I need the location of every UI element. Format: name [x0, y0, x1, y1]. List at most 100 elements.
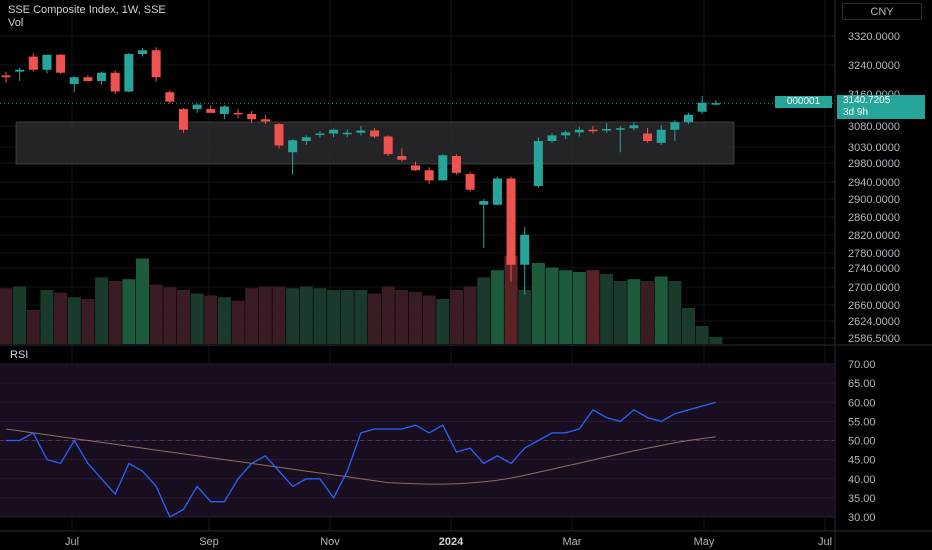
- price-tick-label: 2940.0000: [848, 177, 900, 189]
- price-tick-label: 2740.0000: [848, 263, 900, 275]
- time-tick-label: Jul: [818, 536, 832, 548]
- price-tick-label: 3030.0000: [848, 142, 900, 154]
- candle-body: [274, 124, 284, 146]
- rsi-ma-line: [5, 428, 716, 485]
- candle-body: [342, 132, 352, 135]
- volume-bar: [682, 308, 695, 344]
- volume-bar: [286, 288, 300, 344]
- rsi-tick-label: 40.00: [848, 474, 876, 486]
- candle-body: [643, 133, 653, 141]
- candle-body: [479, 201, 489, 205]
- volume-bar: [217, 297, 231, 344]
- volume-bar: [122, 279, 136, 344]
- price-tick-label: 2780.0000: [848, 248, 900, 260]
- rsi-tick-label: 55.00: [848, 416, 876, 428]
- candle-body: [219, 106, 229, 114]
- volume-bar: [190, 293, 204, 344]
- rsi-tick-label: 65.00: [848, 378, 876, 390]
- candle-body: [315, 133, 325, 135]
- candle-body: [465, 174, 475, 190]
- time-axis: Jul Sep Nov 2024 Mar May Jul: [65, 536, 832, 548]
- volume-bar: [327, 290, 341, 344]
- chart-title: SSE Composite Index, 1W, SSE: [8, 4, 166, 16]
- price-tick-label: 2660.0000: [848, 300, 900, 312]
- volume-bar: [504, 255, 518, 344]
- volume-bar: [81, 299, 95, 344]
- rsi-tick-label: 60.00: [848, 397, 876, 409]
- candle-body: [165, 92, 175, 102]
- time-tick-label: 2024: [439, 536, 464, 548]
- price-tick-label: 2700.0000: [848, 282, 900, 294]
- volume-bar: [654, 276, 668, 344]
- candle-body: [629, 125, 639, 129]
- volume-bars: [0, 255, 723, 344]
- candle-body: [615, 128, 625, 130]
- volume-bar: [67, 297, 81, 344]
- volume-bar: [26, 309, 40, 344]
- candle-body: [370, 130, 380, 137]
- volume-bar: [477, 277, 491, 344]
- candle-body: [151, 50, 161, 78]
- time-tick-label: Jul: [65, 536, 79, 548]
- volume-bar: [545, 267, 559, 344]
- price-tick-label: 2820.0000: [848, 230, 900, 242]
- rsi-tick-label: 50.00: [848, 436, 876, 448]
- candle-body: [42, 54, 52, 70]
- candle-body: [383, 136, 393, 155]
- candle-body: [424, 170, 434, 181]
- rsi-line: [6, 401, 716, 518]
- candle-body: [438, 155, 448, 181]
- price-tick-label: 2860.0000: [848, 212, 900, 224]
- candle-body: [124, 54, 134, 92]
- candle-body: [356, 130, 366, 133]
- candle-body: [561, 132, 571, 136]
- volume-bar: [436, 299, 450, 344]
- volume-bar: [340, 290, 354, 344]
- volume-bar: [627, 279, 641, 344]
- volume-bar: [490, 270, 504, 344]
- candle-body: [711, 103, 721, 105]
- symbol-price-tag: 000001: [775, 96, 832, 108]
- candle-body: [329, 129, 339, 134]
- rsi-label[interactable]: RSI: [10, 349, 29, 361]
- candle-body: [602, 129, 612, 131]
- time-tick-label: Sep: [199, 536, 219, 548]
- volume-bar: [54, 292, 68, 344]
- candle-body: [15, 69, 25, 72]
- volume-bar: [641, 281, 655, 344]
- candle-body: [28, 56, 38, 70]
- volume-bar: [95, 277, 109, 344]
- price-axis: 3320.0000 3240.0000 3080.0000 3030.0000 2980…: [848, 31, 900, 345]
- volume-bar: [586, 270, 600, 344]
- last-price-value: 3140.7205: [843, 95, 891, 106]
- time-tick-label: May: [694, 536, 715, 548]
- currency-selector[interactable]: CNY: [842, 3, 922, 20]
- price-tick-label: 3320.0000: [848, 31, 900, 43]
- volume-bar: [204, 295, 218, 344]
- volume-bar: [272, 286, 286, 344]
- candle-body: [588, 129, 598, 132]
- price-tick-label: 2586.5000: [848, 333, 900, 345]
- candle-body: [138, 50, 147, 54]
- candle-body: [260, 119, 270, 122]
- volume-label: Vol: [8, 17, 24, 29]
- last-price-tag: 3140.7205 3d 9h: [837, 95, 925, 119]
- volume-bar: [709, 336, 723, 344]
- candle-body: [192, 104, 202, 110]
- volume-bar: [299, 286, 313, 344]
- candle-body: [397, 156, 407, 160]
- candle-body: [656, 129, 666, 143]
- volume-bar: [518, 290, 532, 344]
- volume-bar: [313, 288, 327, 344]
- rsi-tick-label: 70.00: [848, 359, 876, 371]
- candle-body: [110, 72, 120, 92]
- volume-bar: [108, 281, 122, 344]
- candle-body: [451, 156, 461, 173]
- candle-body: [547, 135, 557, 141]
- rsi-tick-label: 35.00: [848, 493, 876, 505]
- volume-bar: [163, 287, 177, 344]
- candle-body: [288, 140, 298, 153]
- volume-bar: [695, 326, 709, 344]
- candle-body: [411, 165, 420, 171]
- volume-bar: [149, 284, 163, 344]
